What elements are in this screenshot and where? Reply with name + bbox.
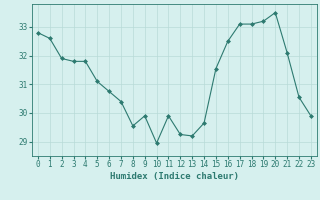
X-axis label: Humidex (Indice chaleur): Humidex (Indice chaleur) bbox=[110, 172, 239, 181]
